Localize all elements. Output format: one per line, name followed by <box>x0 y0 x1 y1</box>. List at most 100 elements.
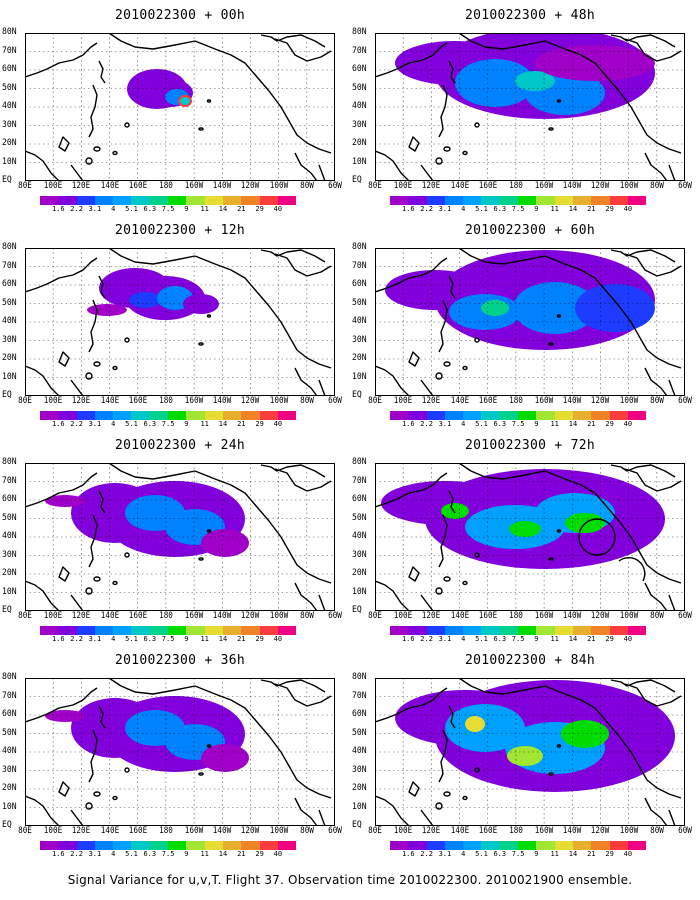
colorbar-label: 14 <box>568 635 578 643</box>
lat-tick-label: 40N <box>2 746 17 756</box>
lon-tick-label: 100W <box>619 396 638 406</box>
colorbar-swatch <box>426 411 445 420</box>
colorbar-swatch <box>572 411 592 420</box>
lon-tick-label: 100E <box>43 181 63 191</box>
lon-tick-label: 160W <box>534 181 554 191</box>
lon-tick-label: 60W <box>678 611 692 621</box>
lat-tick-label: 20N <box>2 353 17 363</box>
colorbar-swatch <box>591 626 610 635</box>
lon-tick-label: 100E <box>393 826 413 836</box>
lon-tick-label: 80E <box>368 181 382 191</box>
colorbar-label: 3.1 <box>438 850 452 858</box>
colorbar-swatch <box>131 841 150 850</box>
colorbar-swatch <box>444 841 464 850</box>
colorbar-label: 2.2 <box>70 205 83 213</box>
colorbar-swatch <box>499 626 519 635</box>
colorbar-swatch <box>444 196 464 205</box>
variance-field <box>127 69 193 109</box>
colorbar-label: 9 <box>184 850 189 858</box>
colorbar-swatch <box>76 841 95 850</box>
colorbar-label: 5.1 <box>475 635 488 643</box>
colorbar-swatch <box>58 841 77 850</box>
lat-tick-label: 60N <box>2 64 17 74</box>
lon-tick-label: 180 <box>508 826 523 836</box>
variance-contour <box>129 292 161 308</box>
colorbar-label: 1.6 <box>51 420 65 428</box>
lat-tick-label: 60N <box>352 64 367 74</box>
lon-tick-label: 140W <box>213 181 232 191</box>
lat-tick-label: 50N <box>352 727 367 738</box>
colorbar-label: 4 <box>461 635 466 643</box>
lat-tick-label: 40N <box>2 101 17 111</box>
map-frame <box>374 677 685 827</box>
colorbar-label: 4 <box>111 850 116 858</box>
colorbar-label: 9 <box>534 635 539 643</box>
lat-tick-label: 10N <box>2 156 17 167</box>
lon-tick-label: 180 <box>158 826 173 836</box>
coastlines <box>374 32 682 182</box>
lon-tick-label: 160W <box>534 826 554 836</box>
variance-field <box>87 268 219 320</box>
lon-tick-label: 140W <box>213 826 232 836</box>
variance-contour <box>45 495 85 507</box>
lon-tick-label: 180 <box>158 181 173 191</box>
colorbar-label: 40 <box>623 850 633 858</box>
coastlines <box>24 247 332 397</box>
lon-tick-label: 80W <box>649 611 664 621</box>
variance-contour <box>481 300 509 316</box>
coastlines <box>374 462 682 612</box>
variance-contour <box>441 503 469 519</box>
lat-tick-label: 80N <box>2 242 17 252</box>
map-panel: 2010022300 + 72h 80N 70N 60N 50N 40N 30N 20N 10N… <box>352 430 695 645</box>
colorbar-label: 21 <box>587 850 596 858</box>
lat-tick-label: 80N <box>2 27 17 37</box>
lat-tick-label: 10N <box>2 801 17 812</box>
colorbar-swatch <box>76 411 95 420</box>
colorbar-swatch <box>390 841 409 850</box>
colorbar-swatch <box>481 411 500 420</box>
lat-tick-label: 40N <box>352 746 367 756</box>
lat-tick-label: 40N <box>2 531 17 541</box>
variance-contour <box>201 529 249 557</box>
colorbar-label: 14 <box>568 420 578 428</box>
colorbar-swatch <box>390 411 409 420</box>
lon-tick-label: 80W <box>299 396 314 406</box>
map-plot <box>374 677 685 827</box>
lat-tick-label: 80N <box>2 457 17 467</box>
map-plot <box>374 462 685 612</box>
coastlines <box>24 32 332 182</box>
colorbar-swatch <box>204 411 223 420</box>
lon-tick-label: 160E <box>128 396 147 406</box>
lat-tick-label: 10N <box>2 371 17 382</box>
colorbar-label: 1.6 <box>51 205 65 213</box>
colorbar-swatch <box>444 411 464 420</box>
colorbar-swatch <box>591 411 610 420</box>
lat-tick-label: 40N <box>352 531 367 541</box>
colorbar-label: 3.1 <box>88 420 102 428</box>
lat-tick-label: 60N <box>2 279 17 289</box>
colorbar-label: 5.1 <box>125 635 138 643</box>
variance-contour <box>575 284 655 332</box>
variance-field <box>385 250 655 350</box>
colorbar-label: 5.1 <box>475 850 488 858</box>
map-frame <box>24 677 335 827</box>
variance-contour <box>183 294 219 314</box>
colorbar-label: 6.3 <box>143 635 157 643</box>
colorbar-label: 14 <box>568 850 578 858</box>
colorbar-swatch <box>536 841 555 850</box>
lat-tick-label: 50N <box>2 297 17 308</box>
panel-title: 2010022300 + 24h <box>114 438 246 453</box>
colorbar-swatch <box>408 841 427 850</box>
colorbar-label: 7.5 <box>511 850 525 858</box>
colorbar-swatch <box>113 411 132 420</box>
colorbar-label: 21 <box>237 420 246 428</box>
lat-tick-label: 30N <box>2 119 17 130</box>
lat-tick-label: 20N <box>2 783 17 793</box>
panel-title: 2010022300 + 72h <box>464 438 596 453</box>
colorbar-swatch <box>58 411 77 420</box>
lon-tick-label: 80E <box>18 396 32 406</box>
lon-tick-label: 60W <box>328 826 342 836</box>
lat-tick-label: EQ <box>352 390 362 400</box>
lat-tick-label: 30N <box>2 334 17 345</box>
lon-tick-label: 80W <box>649 826 664 836</box>
